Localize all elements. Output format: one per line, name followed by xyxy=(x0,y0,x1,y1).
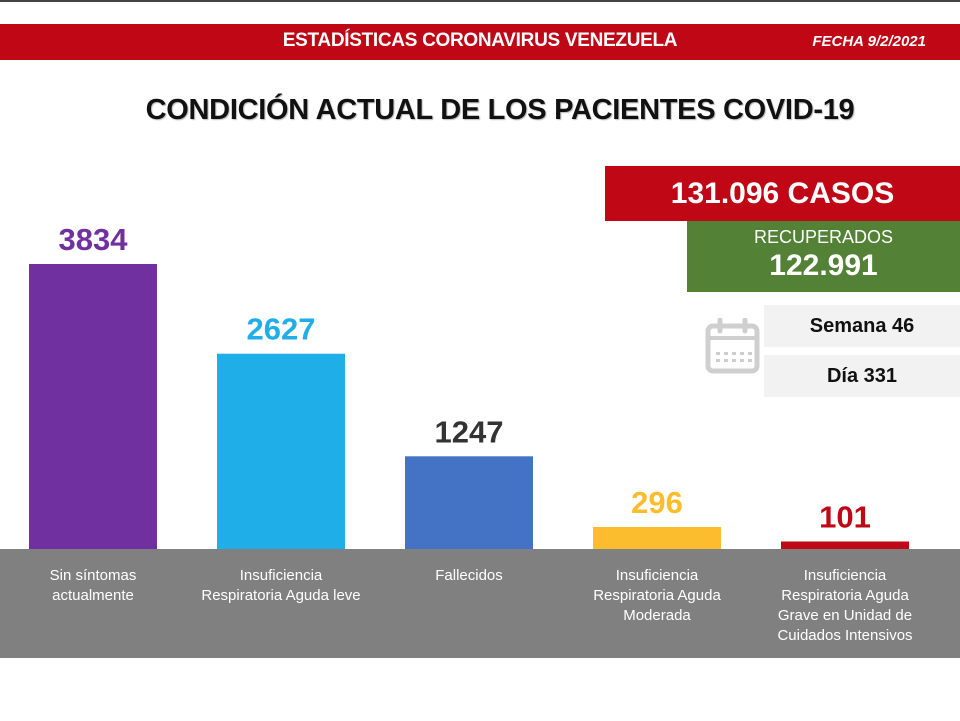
bar-2 xyxy=(405,456,533,549)
total-cases-box: 131.096 CASOS xyxy=(605,166,960,221)
header-title: ESTADÍSTICAS CORONAVIRUS VENEZUELA xyxy=(282,30,678,51)
category-label-3: Insuficiencia Respiratoria Aguda Moderada xyxy=(593,567,721,624)
data-label-0: 3834 xyxy=(59,222,129,257)
top-border xyxy=(0,0,960,2)
week-counter: Semana 46 xyxy=(764,305,960,347)
data-label-3: 296 xyxy=(631,485,683,520)
bar-3 xyxy=(593,526,721,549)
bar-chart: 3834 2627 1247 296 101 xyxy=(29,222,909,549)
bar-0 xyxy=(29,264,157,549)
bar-4 xyxy=(781,541,909,549)
category-label-4: Insuficiencia Respiratoria Aguda Grave en … xyxy=(777,567,913,644)
category-axis-band xyxy=(0,549,960,658)
bar-1 xyxy=(217,353,345,549)
category-label-2: Fallecidos xyxy=(435,567,503,584)
category-label-1: Insuficiencia Respiratoria Aguda leve xyxy=(201,567,361,604)
chart-title: CONDICIÓN ACTUAL DE LOS PACIENTES COVID-… xyxy=(145,94,855,126)
category-label-0: Sin síntomas actualmente xyxy=(49,567,137,604)
data-label-1: 2627 xyxy=(247,312,316,347)
day-counter: Día 331 xyxy=(764,355,960,397)
data-label-4: 101 xyxy=(819,499,871,534)
header-date: FECHA 9/2/2021 xyxy=(812,33,926,50)
recovered-label: RECUPERADOS xyxy=(753,227,894,247)
calendar-icon xyxy=(705,318,760,374)
recovered-box: RECUPERADOS 122.991 xyxy=(687,221,960,292)
recovered-value: 122.991 xyxy=(769,249,878,282)
header-bar: ESTADÍSTICAS CORONAVIRUS VENEZUELA FECHA… xyxy=(0,24,960,60)
data-label-2: 1247 xyxy=(435,414,504,449)
